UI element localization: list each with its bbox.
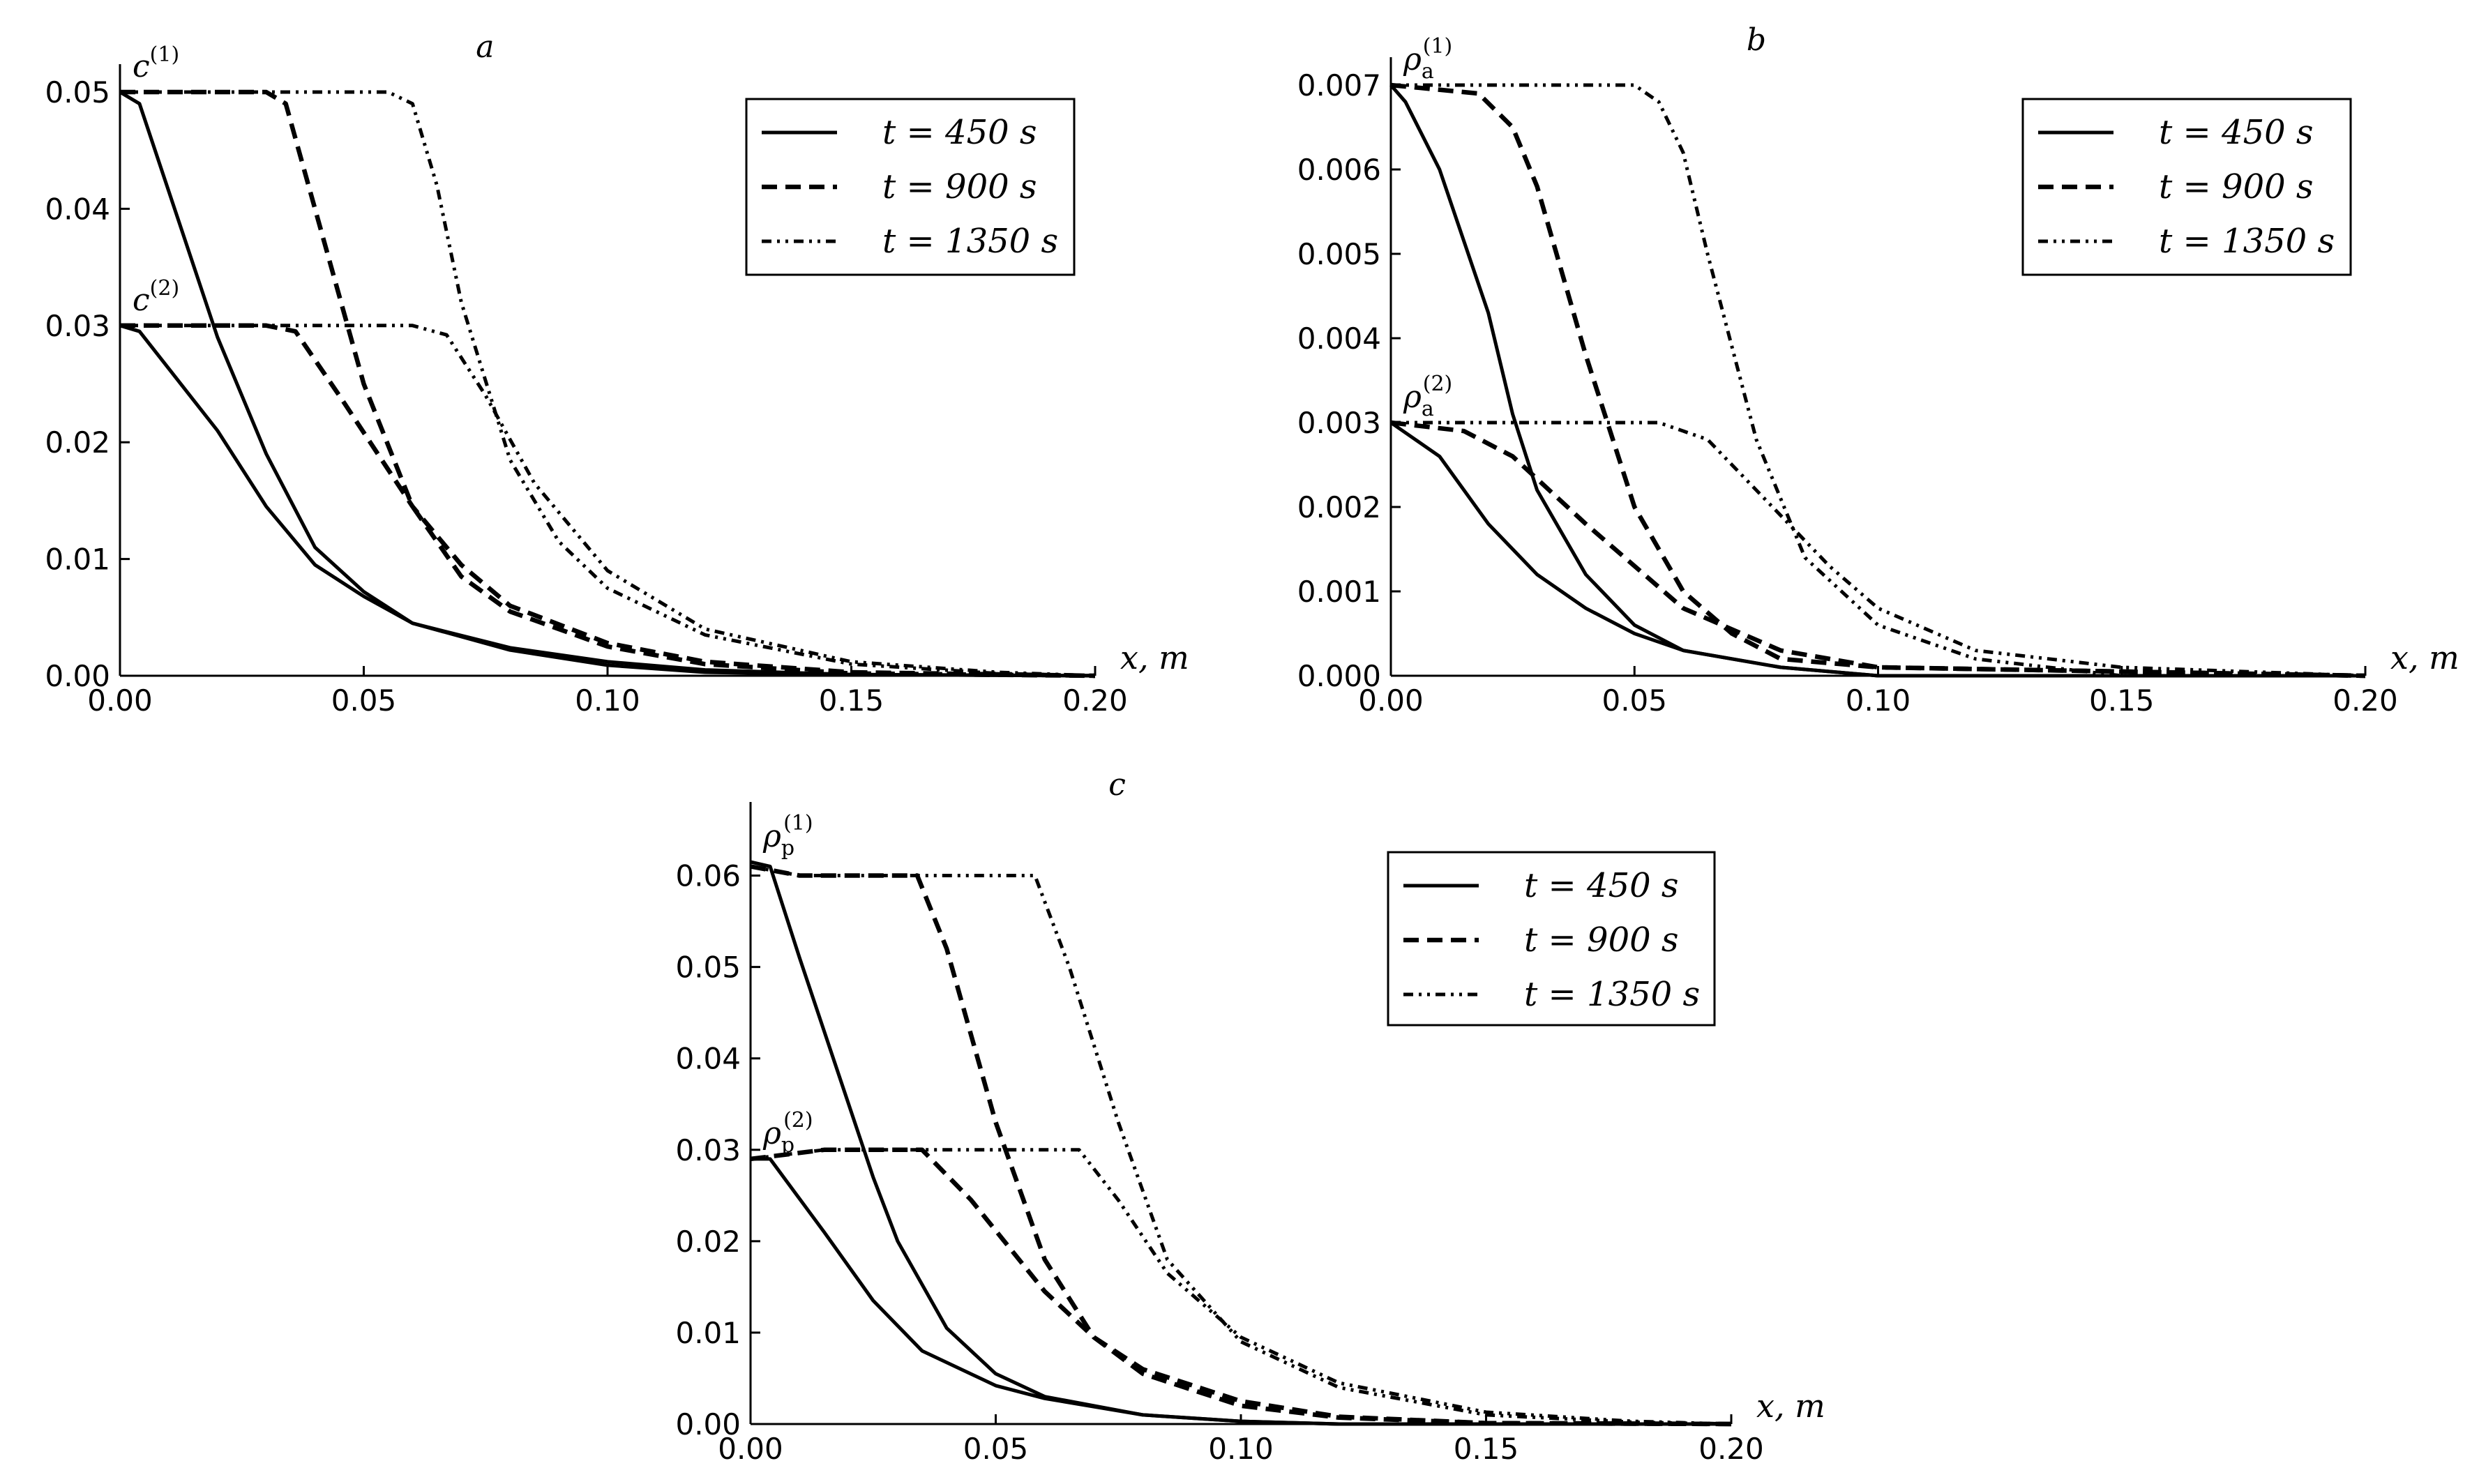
curve-label-2: ρp(2) — [762, 1108, 813, 1158]
y-tick-label: 0.001 — [1297, 575, 1381, 609]
y-tick-label: 0.06 — [675, 859, 741, 893]
series-line — [120, 90, 1096, 678]
legend-box — [2021, 98, 2352, 276]
x-tick-label: 0.20 — [2333, 683, 2398, 718]
y-tick-label: 0.005 — [1297, 237, 1381, 271]
y-tick-label: 0.00 — [45, 659, 110, 693]
y-tick-label: 0.00 — [675, 1407, 741, 1441]
y-tick-label: 0.02 — [675, 1225, 741, 1259]
legend-label: t = 900 s — [1524, 921, 1679, 960]
legend-label: t = 450 s — [1524, 866, 1679, 905]
legend-box — [745, 98, 1076, 276]
x-tick-label: 0.05 — [331, 683, 397, 718]
legend-label: t = 1350 s — [2159, 222, 2335, 261]
legend: t = 450 s t = 900 s t = 1350 s — [745, 98, 1076, 276]
legend: t = 450 s t = 900 s t = 1350 s — [1387, 851, 1716, 1027]
y-tick-label: 0.04 — [675, 1042, 741, 1076]
legend-label: t = 450 s — [882, 113, 1037, 152]
panel-b: 0.00 0.05 0.10 0.15 0.20 0.000 0.001 0.002 0.003… — [1297, 22, 2459, 718]
y-tick-label: 0.03 — [45, 309, 110, 343]
y-tick-label: 0.007 — [1297, 68, 1381, 103]
y-tick-label: 0.000 — [1297, 659, 1381, 693]
panel-letter: c — [1108, 767, 1126, 803]
series-line — [751, 1157, 1731, 1426]
x-tick-label: 0.05 — [963, 1432, 1029, 1466]
x-axis-label: x, m — [2390, 639, 2459, 676]
series-line — [750, 1147, 1732, 1427]
panel-a: 0.00 0.05 0.10 0.15 0.20 0.00 0.01 0.02 0.03 0.04… — [45, 29, 1189, 718]
series-line — [750, 864, 1732, 1426]
series-line — [119, 324, 1096, 678]
legend: t = 450 s t = 900 s t = 1350 s — [2021, 98, 2352, 276]
panel-c: 0.00 0.05 0.10 0.15 0.20 0.00 0.01 0.02 0.03 0.04… — [675, 767, 1825, 1466]
series-line — [750, 1148, 1732, 1426]
series-line — [1390, 420, 2366, 679]
legend-label: t = 1350 s — [882, 222, 1058, 261]
x-tick-label: 0.15 — [2089, 683, 2155, 718]
legend-label: t = 450 s — [2159, 113, 2314, 152]
series-line — [1391, 421, 2366, 678]
legend-label: t = 900 s — [2159, 167, 2314, 206]
y-tick-label: 0.02 — [45, 425, 110, 460]
x-tick-label: 0.10 — [575, 683, 640, 718]
y-tick-label: 0.01 — [675, 1316, 741, 1350]
legend-label: t = 900 s — [882, 167, 1037, 206]
curve-label-2: c(2) — [133, 276, 179, 318]
x-tick-label: 0.20 — [1062, 683, 1128, 718]
x-tick-label: 0.00 — [87, 683, 153, 718]
y-tick-label: 0.003 — [1297, 406, 1381, 440]
x-tick-label: 0.20 — [1698, 1432, 1764, 1466]
curve-label-2: ρa(2) — [1403, 372, 1452, 421]
panel-letter: b — [1747, 22, 1766, 58]
legend-label: t = 1350 s — [1524, 975, 1700, 1014]
series-line — [1389, 421, 2365, 678]
curve-label-1: ρp(1) — [762, 811, 813, 861]
y-tick-label: 0.002 — [1297, 490, 1381, 524]
series-line — [119, 90, 1096, 678]
x-axis-label: x, m — [1756, 1387, 1825, 1425]
y-tick-label: 0.004 — [1297, 321, 1381, 356]
series-line — [120, 323, 1096, 679]
x-tick-label: 0.10 — [1846, 683, 1911, 718]
curve-label-1: ρa(1) — [1403, 34, 1452, 84]
y-tick-label: 0.03 — [675, 1133, 741, 1167]
x-axis-label: x, m — [1120, 639, 1189, 676]
x-tick-label: 0.00 — [1358, 683, 1424, 718]
curve-label-1: c(1) — [133, 43, 179, 84]
x-tick-label: 0.05 — [1602, 683, 1667, 718]
x-tick-label: 0.10 — [1208, 1432, 1274, 1466]
y-tick-label: 0.01 — [45, 543, 110, 577]
x-tick-label: 0.00 — [718, 1432, 783, 1466]
y-tick-label: 0.04 — [45, 192, 110, 226]
y-tick-label: 0.006 — [1297, 153, 1381, 187]
y-tick-label: 0.05 — [45, 75, 110, 109]
series-line — [1391, 83, 2365, 678]
panel-letter: a — [476, 29, 494, 65]
y-tick-label: 0.05 — [675, 951, 741, 985]
x-tick-label: 0.15 — [1454, 1432, 1519, 1466]
series-line — [1390, 82, 2366, 679]
x-tick-label: 0.15 — [819, 683, 884, 718]
series-line — [120, 324, 1096, 678]
